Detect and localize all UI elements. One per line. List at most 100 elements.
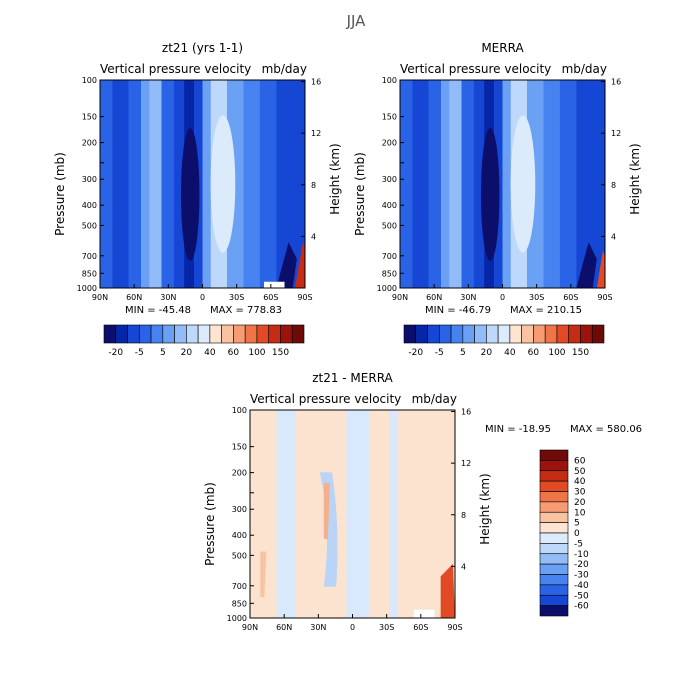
colorbar-label: 150 bbox=[272, 348, 289, 358]
y-tick-label: 400 bbox=[82, 201, 97, 210]
panel-diff-max: MAX = 580.06 bbox=[570, 424, 642, 435]
panel-diff-title: zt21 - MERRA bbox=[312, 371, 393, 385]
colorbar-swatch bbox=[115, 324, 128, 344]
colorbar-label: -20 bbox=[574, 560, 589, 570]
x-tick-label: 0 bbox=[500, 293, 505, 302]
colorbar-label: 40 bbox=[204, 348, 216, 358]
colorbar-swatch bbox=[556, 324, 570, 344]
contour-band bbox=[428, 80, 441, 288]
contour-patch bbox=[576, 242, 597, 288]
y-right-tick-label: 4 bbox=[461, 562, 466, 571]
panel-merra-max: MAX = 210.15 bbox=[510, 305, 582, 316]
panel-diff-ylabel-right: Height (km) bbox=[478, 473, 492, 544]
y-tick-label: 300 bbox=[382, 175, 397, 184]
x-tick-label: 60N bbox=[126, 293, 142, 302]
y-tick-label: 150 bbox=[382, 113, 397, 122]
x-tick-label: 30N bbox=[310, 623, 326, 632]
merra-field bbox=[400, 80, 605, 288]
positive-patch bbox=[260, 551, 267, 598]
colorbar-swatch bbox=[138, 324, 152, 344]
ascent-core bbox=[180, 127, 200, 261]
colorbar-swatch bbox=[568, 324, 581, 344]
x-tick-label: 60S bbox=[413, 623, 428, 632]
colorbar-label: 30 bbox=[574, 488, 586, 498]
colorbar-swatch bbox=[539, 584, 569, 596]
positive-patch bbox=[294, 242, 305, 288]
x-tick-label: 60N bbox=[276, 623, 292, 632]
colorbar-swatch bbox=[539, 470, 569, 482]
panel-model-subtitle: Vertical pressure velocity bbox=[100, 62, 251, 76]
colorbar-swatch bbox=[209, 324, 222, 344]
contour-band bbox=[449, 80, 462, 288]
ascent-core bbox=[480, 127, 500, 261]
colorbar-label: 5 bbox=[160, 348, 166, 358]
colorbar-swatch bbox=[544, 324, 558, 344]
colorbar-swatch bbox=[539, 480, 569, 492]
colorbar-swatch bbox=[539, 605, 569, 617]
y-tick-label: 500 bbox=[82, 221, 97, 230]
negative-patch bbox=[319, 472, 338, 587]
contour-band bbox=[412, 80, 429, 288]
colorbar-label: -50 bbox=[574, 591, 589, 601]
y-tick-label: 200 bbox=[382, 139, 397, 148]
x-tick-label: 0 bbox=[350, 623, 355, 632]
colorbar-swatch bbox=[256, 324, 270, 344]
x-tick-label: 90S bbox=[447, 623, 462, 632]
colorbar-swatch bbox=[268, 324, 281, 344]
y-tick-label: 100 bbox=[82, 76, 97, 85]
descent-core bbox=[510, 115, 536, 253]
x-tick-label: 60S bbox=[563, 293, 578, 302]
contour-band bbox=[141, 80, 150, 288]
contour-band bbox=[461, 80, 474, 288]
y-tick-label: 500 bbox=[382, 221, 397, 230]
colorbar-swatch bbox=[521, 324, 534, 344]
contour-band bbox=[543, 80, 560, 288]
contour-band bbox=[400, 80, 413, 288]
panel-merra-subtitle: Vertical pressure velocity bbox=[400, 62, 551, 76]
panel-model-min: MIN = -45.48 bbox=[125, 305, 191, 316]
y-tick-label: 700 bbox=[232, 582, 247, 591]
contour-band bbox=[173, 80, 185, 288]
colorbar-swatch bbox=[427, 324, 440, 344]
colorbar-swatch bbox=[539, 574, 569, 586]
panel-diff-ylabel: Pressure (mb) bbox=[203, 482, 217, 566]
y-right-tick-label: 8 bbox=[611, 181, 616, 190]
panel-merra-units: mb/day bbox=[562, 62, 607, 76]
colorbar-swatch bbox=[197, 324, 211, 344]
colorbar-swatch bbox=[474, 324, 487, 344]
colorbar-swatch bbox=[233, 324, 246, 344]
colorbar-swatch bbox=[539, 532, 569, 544]
panel-diff-subtitle: Vertical pressure velocity bbox=[250, 392, 401, 406]
y-tick-label: 200 bbox=[82, 139, 97, 148]
colorbar-label: 100 bbox=[548, 348, 565, 358]
y-tick-label: 850 bbox=[232, 599, 247, 608]
y-tick-label: 400 bbox=[382, 201, 397, 210]
colorbar-swatch bbox=[438, 324, 452, 344]
y-tick-label: 400 bbox=[232, 531, 247, 540]
contour-band bbox=[243, 80, 260, 288]
negative-band bbox=[389, 410, 398, 618]
negative-band bbox=[276, 410, 296, 618]
y-tick-label: 200 bbox=[232, 469, 247, 478]
x-tick-label: 0 bbox=[200, 293, 205, 302]
x-tick-label: 90N bbox=[242, 623, 258, 632]
y-right-tick-label: 16 bbox=[611, 78, 621, 87]
colorbar-swatch bbox=[462, 324, 475, 344]
colorbar-swatch bbox=[539, 522, 569, 534]
colorbar-label: 0 bbox=[574, 529, 580, 539]
y-right-tick-label: 12 bbox=[311, 129, 321, 138]
colorbar-swatch bbox=[497, 324, 511, 344]
model-field bbox=[100, 80, 305, 288]
panel-model-units: mb/day bbox=[262, 62, 307, 76]
panel-merra-title: MERRA bbox=[481, 41, 524, 55]
panel-model-max: MAX = 778.83 bbox=[210, 305, 282, 316]
colorbar-swatch bbox=[539, 543, 569, 555]
colorbar-swatch bbox=[509, 324, 522, 344]
contour-band bbox=[227, 80, 244, 288]
colorbar-label: -40 bbox=[574, 581, 589, 591]
contour-band bbox=[128, 80, 141, 288]
colorbar-swatch bbox=[580, 324, 593, 344]
colorbar-label: 60 bbox=[528, 348, 540, 358]
colorbar-swatch bbox=[186, 324, 199, 344]
